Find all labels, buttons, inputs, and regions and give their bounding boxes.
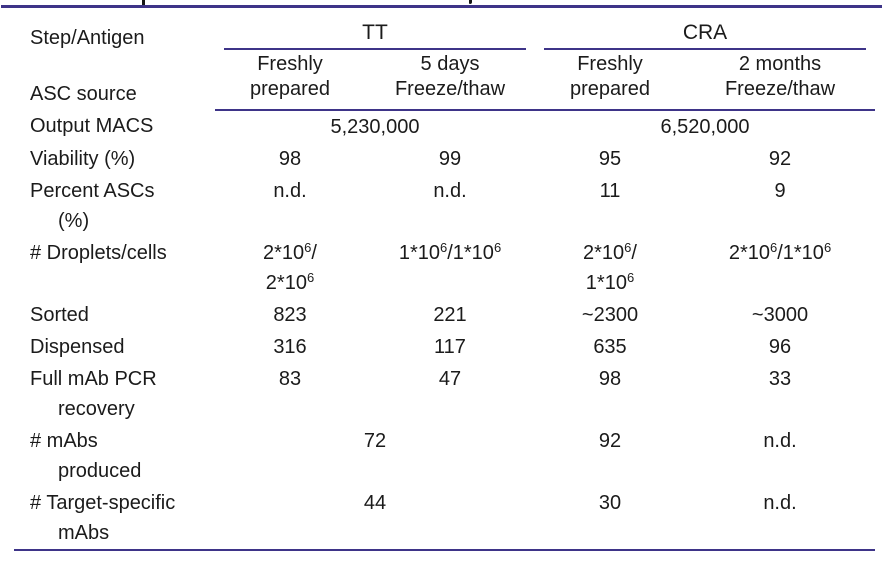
value-cell: 11	[599, 180, 621, 202]
value-cell: 117	[434, 336, 466, 358]
table-row: Full mAb PCR recovery 83 47 98 33	[14, 363, 875, 425]
table-row: # Target-specific mAbs 44 30 n.d.	[14, 487, 875, 551]
table-row: # mAbs produced 72 92 n.d.	[14, 425, 875, 487]
value-cell: 30	[535, 487, 685, 551]
row-label: # Target-specific mAbs	[14, 487, 215, 551]
table-row: Sorted 823 221 ~2300 ~3000	[14, 299, 875, 331]
value-cell: 635	[593, 336, 627, 358]
value-cell: 33	[768, 368, 792, 390]
corner-header-cell: Step/Antigen ASC source	[14, 8, 215, 110]
value-cell: n.d.	[273, 180, 307, 202]
header-asc-source: ASC source	[30, 83, 137, 105]
value-cell: 221	[433, 304, 467, 326]
column-group-cra: CRA	[535, 8, 875, 50]
row-label: Output MACS	[30, 115, 154, 137]
value-cell: 9	[774, 180, 786, 202]
table-row: # Droplets/cells 2*106/2*106 1*106/1*106 2*…	[14, 237, 875, 299]
subcolumn-tt-freshly: Freshly prepared	[215, 50, 365, 111]
value-cell: 96	[768, 336, 792, 358]
value-cell: 47	[438, 368, 462, 390]
table-row: Dispensed 316 117 635 96	[14, 331, 875, 363]
row-label: Full mAb PCR recovery	[30, 368, 157, 420]
value-cell: 99	[438, 148, 462, 170]
value-cell: 2*106/1*106	[583, 240, 637, 294]
value-cell: 316	[273, 336, 307, 358]
value-cell: ~2300	[581, 304, 639, 326]
subcolumn-tt-5days: 5 days Freeze/thaw	[365, 50, 535, 111]
value-cell: 72	[363, 430, 387, 452]
column-group-tt-label: TT	[224, 21, 526, 50]
table-row: Percent ASCs (%) n.d. n.d. 11 9	[14, 175, 875, 237]
value-cell: ~3000	[751, 304, 809, 326]
row-label: # mAbs produced	[30, 430, 142, 482]
value-cell: n.d.	[685, 487, 875, 551]
column-group-tt: TT	[215, 8, 535, 50]
value-cell: 823	[273, 304, 307, 326]
value-cell: 1*106/1*106	[398, 240, 502, 264]
value-cell: n.d.	[763, 430, 797, 452]
value-cell: 5,230,000	[330, 116, 420, 138]
row-label: Sorted	[30, 304, 89, 326]
table-row: Viability (%) 98 99 95 92	[14, 143, 875, 175]
value-cell: 98	[598, 368, 622, 390]
header-step-antigen: Step/Antigen	[30, 27, 145, 49]
table-row: Output MACS 5,230,000 6,520,000	[14, 110, 875, 143]
table-header: Step/Antigen ASC source TT CRA Freshly p…	[14, 8, 875, 111]
value-cell: 98	[278, 148, 302, 170]
row-label: Dispensed	[30, 336, 125, 358]
value-cell: 6,520,000	[660, 116, 750, 138]
value-cell: 83	[278, 368, 302, 390]
value-cell: n.d.	[433, 180, 467, 202]
subcolumn-cra-2months: 2 months Freeze/thaw	[685, 50, 875, 111]
value-cell: 92	[768, 148, 792, 170]
value-cell: 2*106/2*106	[263, 240, 317, 294]
row-label: # Droplets/cells	[30, 242, 167, 264]
value-cell: 44	[215, 487, 535, 551]
table-body: Output MACS 5,230,000 6,520,000 Viability (…	[14, 110, 875, 551]
cropped-caption-fragment	[469, 0, 472, 4]
cropped-caption-fragment	[142, 0, 145, 5]
value-cell: 2*106/1*106	[728, 240, 832, 264]
table-top-rule	[1, 5, 882, 8]
value-cell: 95	[598, 148, 622, 170]
value-cell: 92	[598, 430, 622, 452]
group-header-row: Step/Antigen ASC source TT CRA	[14, 8, 875, 105]
row-label: Percent ASCs (%)	[30, 180, 155, 232]
subcolumn-header-row: Freshly prepared 5 days Freeze/thaw Fres…	[14, 50, 875, 111]
column-group-cra-label: CRA	[544, 21, 866, 50]
row-label: Viability (%)	[30, 148, 136, 170]
subcolumn-cra-freshly: Freshly prepared	[535, 50, 685, 111]
results-table: Step/Antigen ASC source TT CRA Freshly p…	[14, 8, 875, 551]
